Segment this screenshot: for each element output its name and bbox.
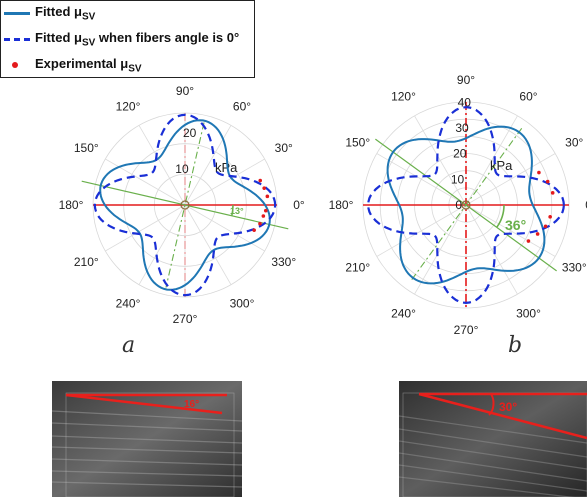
legend-dashed-line-swatch (4, 38, 30, 41)
angular-tick-label: 180° (59, 198, 84, 212)
experimental-point (526, 239, 531, 243)
legend-dot-swatch (12, 62, 18, 68)
experimental-point (548, 215, 552, 219)
radial-tick-label: 30 (455, 121, 469, 135)
polar-charts: 0°30°60°90°120°150°180°210°240°270°300°3… (59, 73, 587, 337)
angular-grid-spoke (184, 204, 232, 285)
fiber-angle-label: 36° (505, 217, 526, 233)
angular-tick-label: 240° (116, 297, 141, 311)
experimental-point (265, 194, 270, 199)
polar-chart-a: 0° 30° 60° 90° 120° 150° 180° 210° 240° 270° 300° 3… (59, 84, 305, 326)
angular-grid-spoke (105, 204, 186, 252)
legend: Fitted μSV Fitted μSV when fibers angle … (0, 0, 255, 78)
polar-chart-b: 0° 30° 60° 90° 120° 150° 180° 210° 240° 270° 300° 3… (329, 73, 587, 337)
angular-tick-label: 300° (516, 306, 541, 320)
angular-tick-label: 0° (293, 198, 305, 212)
angular-tick-label: 150° (74, 141, 99, 155)
experimental-point (261, 214, 266, 218)
angular-grid-spoke (465, 115, 518, 206)
experimental-point (263, 208, 268, 213)
ultrasound-angle-label-a: 16° (184, 399, 199, 410)
fiber-angle-arc (230, 204, 234, 216)
angular-grid-spoke (138, 204, 186, 285)
angular-tick-label: 30° (565, 136, 583, 150)
center-marker (180, 200, 190, 210)
fiber-angle-arc (496, 204, 505, 228)
radial-tick-label: 40 (458, 95, 472, 109)
angular-grid-spoke (184, 158, 265, 206)
radial-unit-label: kPa (215, 160, 238, 175)
radial-tick-label: 20 (183, 126, 197, 140)
angular-grid-spoke (465, 153, 556, 206)
series-line-fitted-zero-angle (93, 113, 277, 297)
ultrasound-image-a: 16° (52, 381, 242, 497)
angular-tick-label: 30° (275, 141, 293, 155)
fiber-perpendicular-line (165, 122, 205, 288)
angular-grid-spoke (414, 115, 467, 206)
experimental-point (262, 186, 266, 190)
angular-grid-spoke (138, 125, 186, 206)
angular-grid-spoke (465, 204, 518, 295)
legend-item-fitted-zero-angle: Fitted μSV when fibers angle is 0° (1, 28, 256, 50)
angular-tick-label: 270° (173, 312, 198, 326)
legend-item-fitted: Fitted μSV (1, 2, 256, 24)
ultrasound-angle-label-b: 30° (499, 400, 517, 414)
fiber-direction-line (81, 180, 289, 230)
series-line-fitted (386, 125, 546, 285)
angular-tick-label: 0° (585, 198, 587, 212)
angular-grid-spoke (376, 204, 467, 257)
experimental-point (258, 221, 262, 226)
angular-grid-spoke (465, 204, 556, 257)
angular-tick-label: 240° (391, 306, 416, 320)
angular-grid-spoke (184, 204, 265, 252)
panel-label-a: a (122, 333, 136, 358)
radial-tick-label: 10 (451, 172, 465, 186)
experimental-point (550, 191, 555, 195)
experimental-point (537, 170, 541, 175)
angular-tick-label: 330° (271, 255, 296, 269)
experimental-point (258, 178, 263, 183)
center-marker (461, 200, 471, 210)
panel-label-b: b (508, 333, 523, 358)
legend-label-fitted-zero-angle: Fitted μSV when fibers angle is 0° (35, 30, 240, 49)
radial-tick-label: 0 (455, 198, 462, 212)
angular-tick-label: 60° (233, 99, 251, 113)
angular-tick-label: 330° (562, 261, 587, 275)
angular-grid-spoke (376, 153, 467, 206)
radial-tick-label: 10 (175, 162, 189, 176)
radial-unit-label: kPa (490, 158, 513, 173)
angular-grid-spoke (105, 158, 186, 206)
angular-tick-label: 300° (230, 297, 255, 311)
legend-label-fitted: Fitted μSV (35, 4, 96, 23)
angular-tick-label: 150° (345, 136, 370, 150)
angular-tick-label: 270° (454, 323, 479, 337)
angular-tick-label: 210° (345, 261, 370, 275)
angular-tick-label: 120° (391, 90, 416, 104)
series-line-fitted (99, 119, 271, 291)
experimental-point (252, 228, 256, 232)
angular-tick-label: 120° (116, 99, 141, 113)
angular-grid-spoke (414, 204, 467, 295)
fiber-perpendicular-line (409, 128, 523, 282)
experimental-point (545, 179, 550, 184)
experimental-point (535, 232, 540, 236)
experimental-point (543, 224, 548, 229)
radial-tick-label: 20 (453, 147, 467, 161)
legend-label-experimental: Experimental μSV (35, 56, 142, 75)
angular-tick-label: 180° (329, 198, 354, 212)
legend-solid-line-swatch (4, 12, 30, 15)
angular-tick-label: 60° (519, 90, 537, 104)
fiber-angle-label: 13° (230, 206, 244, 216)
angular-tick-label: 210° (74, 255, 99, 269)
legend-item-experimental: Experimental μSV (1, 54, 256, 76)
ultrasound-image-b: 30° (399, 381, 587, 497)
angular-tick-label: 90° (457, 73, 475, 87)
angular-tick-label: 90° (176, 84, 194, 98)
